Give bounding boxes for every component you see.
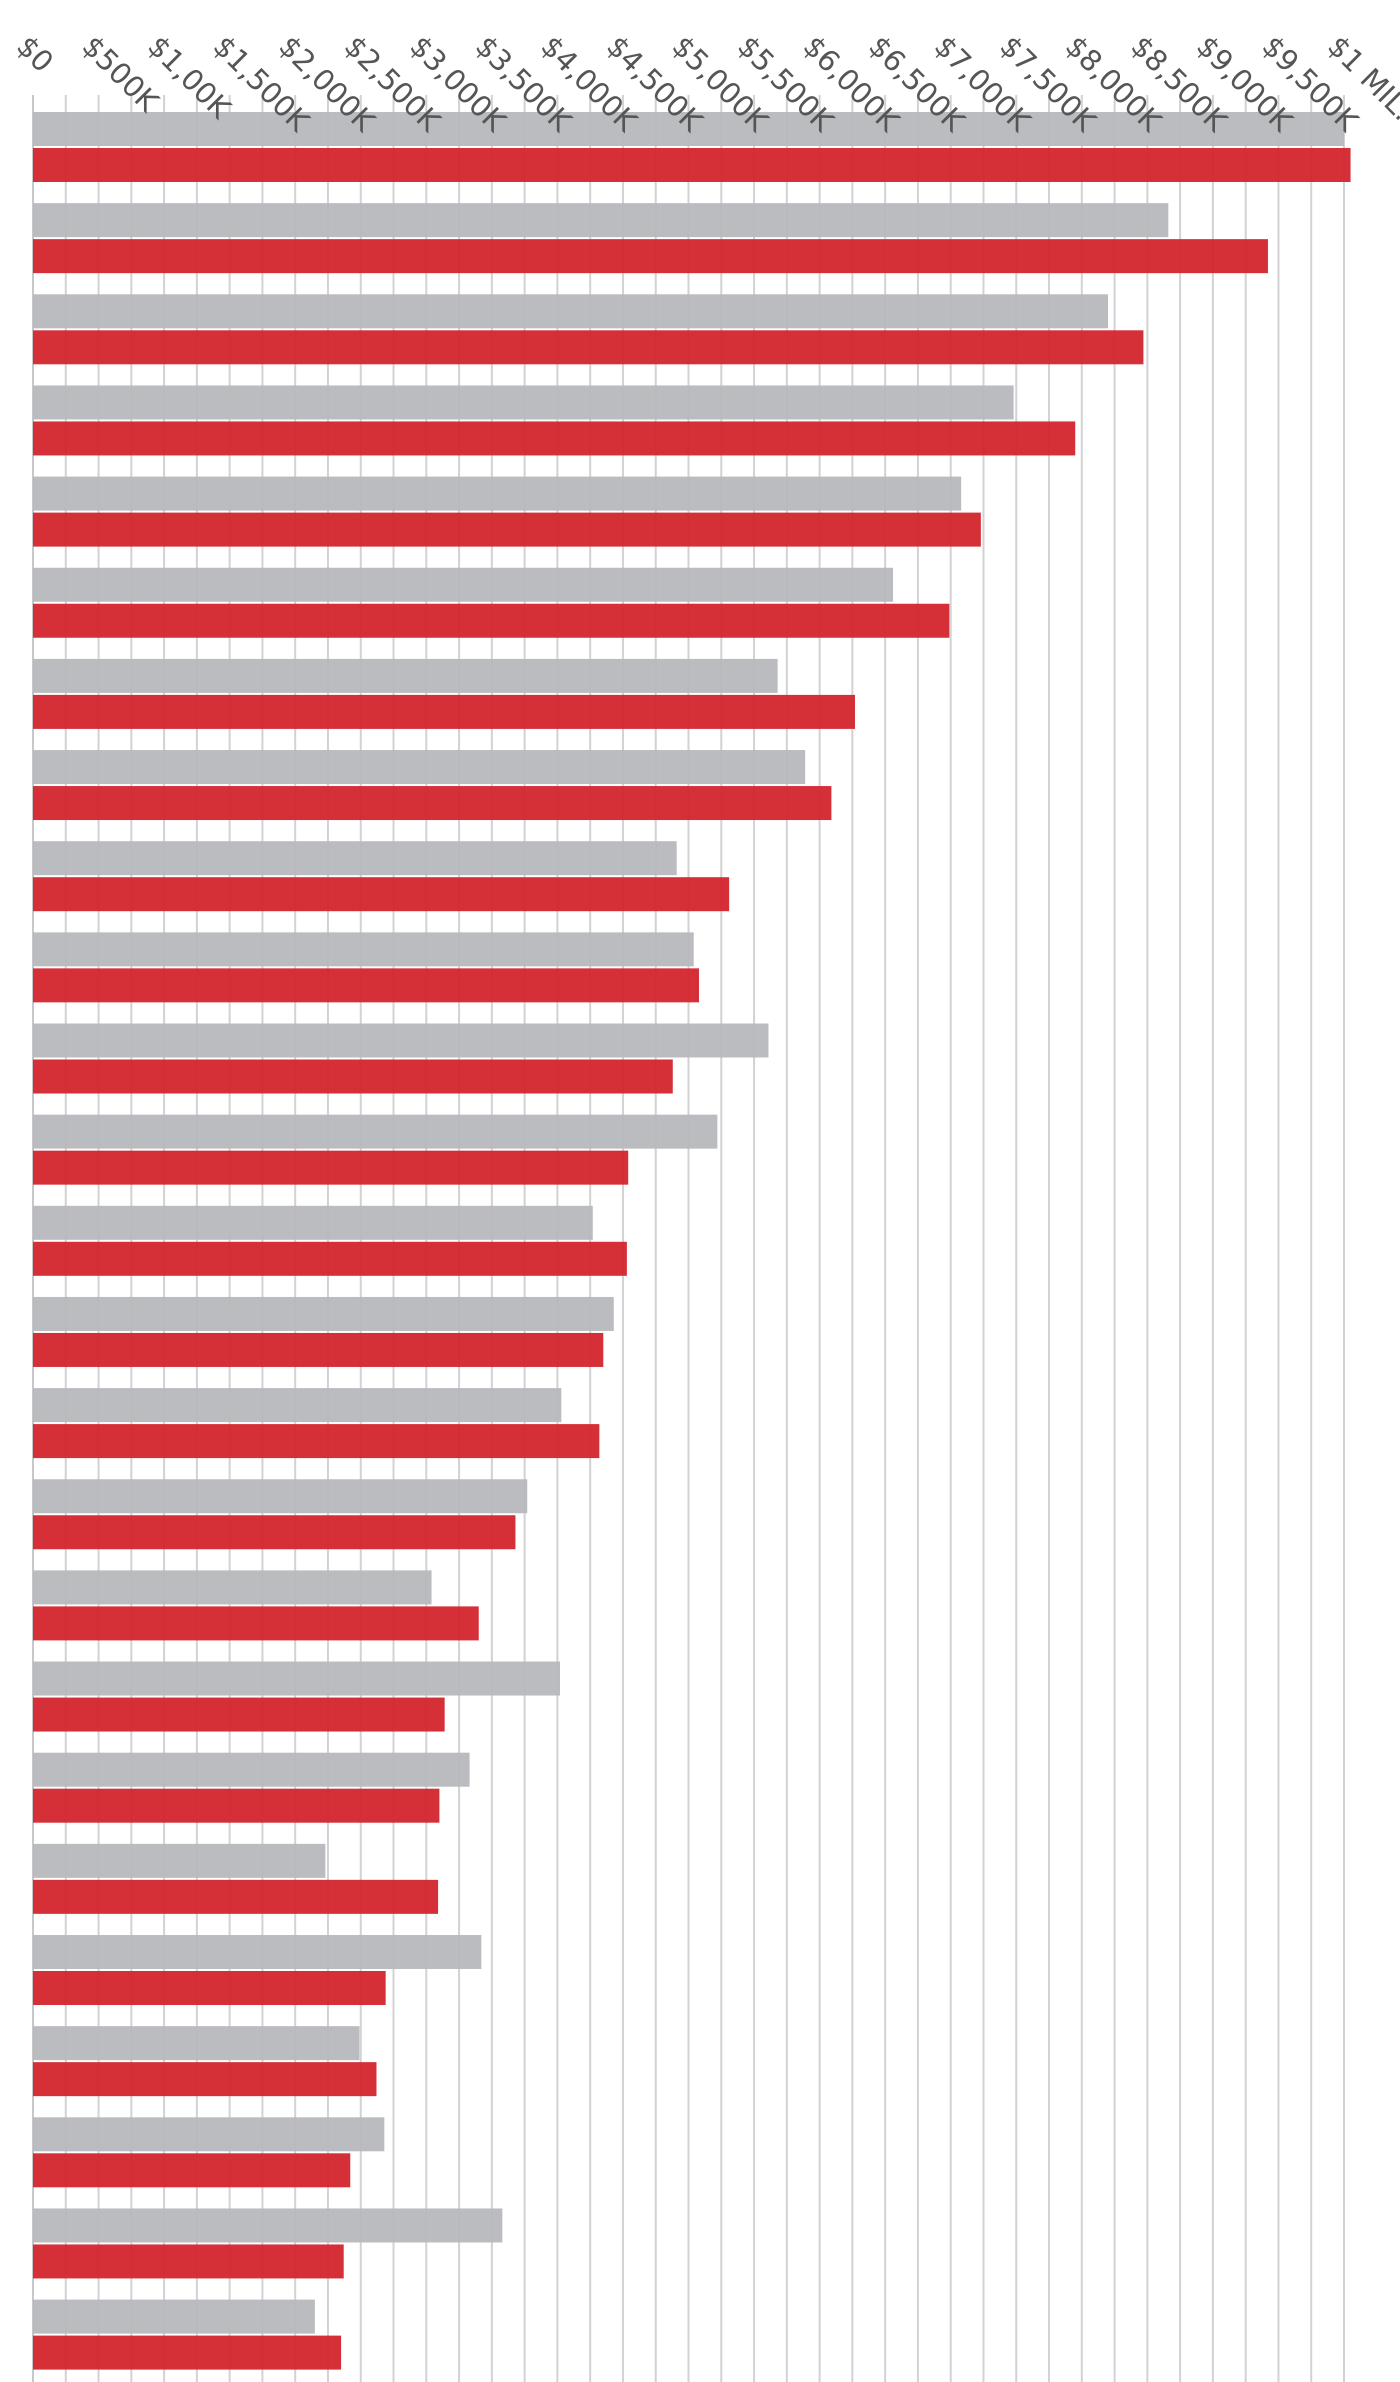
bar-series-2-row-8 [33,786,832,821]
bar-series-1-row-21 [33,1935,482,1969]
bar-series-2-row-22 [33,2062,377,2097]
bar-series-1-row-15 [33,1388,562,1423]
bar-series-2-row-18 [33,1697,445,1732]
bar-series-2-row-6 [33,603,950,638]
bar-series-1-row-17 [33,1570,432,1605]
bar-series-1-row-25 [33,2299,315,2334]
bar-series-2-row-16 [33,1515,516,1550]
bar-series-2-row-11 [33,1059,673,1094]
bar-series-1-row-3 [33,294,1109,329]
bar-series-2-row-25 [33,2335,342,2370]
bar-series-2-row-13 [33,1241,627,1276]
bar-series-1-row-13 [33,1205,593,1240]
bar-series-2-row-1 [33,148,1351,182]
bar-series-2-row-3 [33,330,1144,365]
bar-series-2-row-21 [33,1971,386,2005]
bar-series-1-row-23 [33,2117,385,2152]
bar-series-1-row-2 [33,203,1169,238]
bar-series-1-row-4 [33,385,1014,420]
bar-series-1-row-18 [33,1661,561,1696]
bar-series-1-row-24 [33,2208,503,2243]
x-tick-label: $0 [10,29,60,79]
bar-series-2-row-4 [33,421,1076,456]
bar-series-2-row-20 [33,1879,439,1914]
bar-series-1-row-6 [33,567,894,602]
bar-series-1-row-7 [33,658,778,693]
bar-series-1-row-10 [33,932,694,967]
bar-series-1-row-19 [33,1752,470,1787]
bar-series-2-row-23 [33,2153,351,2188]
bar-series-2-row-14 [33,1332,604,1367]
bar-series-1-row-14 [33,1296,614,1331]
bar-series-2-row-24 [33,2244,344,2279]
bar-series-2-row-7 [33,694,855,729]
bar-series-2-row-9 [33,877,730,912]
bar-series-1-row-8 [33,750,806,785]
bar-series-1-row-12 [33,1114,718,1149]
bar-series-2-row-19 [33,1788,440,1823]
bar-series-1-row-5 [33,476,962,511]
bar-series-2-row-17 [33,1606,479,1641]
bar-series-1-row-11 [33,1023,769,1058]
bar-series-1-row-22 [33,2026,360,2061]
bar-series-2-row-2 [33,239,1268,274]
bar-series-1-row-16 [33,1479,528,1514]
bar-series-2-row-12 [33,1150,629,1185]
bar-series-1-row-9 [33,841,677,876]
bar-series-2-row-5 [33,512,981,547]
bar-series-2-row-10 [33,968,699,1003]
bars [33,112,1351,2370]
bar-series-1-row-1 [33,112,1344,146]
bar-series-1-row-20 [33,1843,326,1878]
bar-series-2-row-15 [33,1424,600,1459]
